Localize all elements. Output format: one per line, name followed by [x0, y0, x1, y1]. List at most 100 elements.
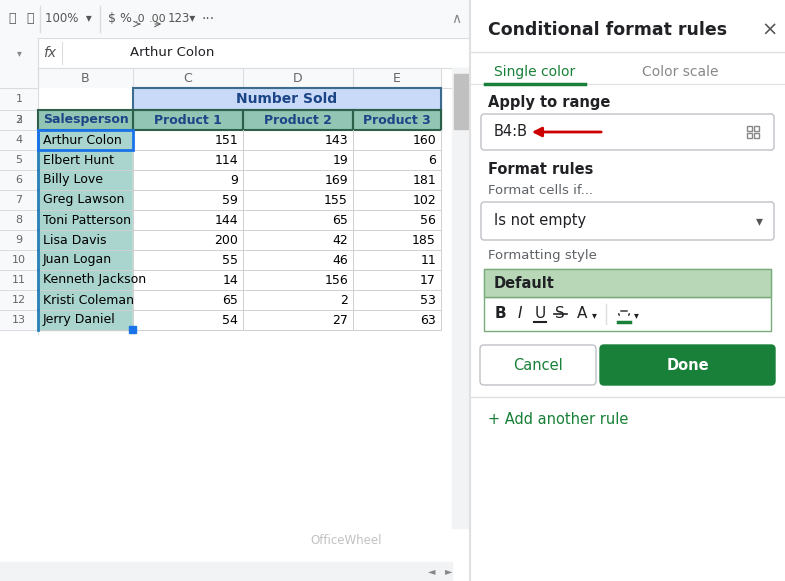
Text: ◄: ◄: [429, 566, 436, 576]
Text: Kenneth Jackson: Kenneth Jackson: [43, 274, 146, 286]
Bar: [38, 68, 441, 88]
Text: U: U: [535, 307, 546, 321]
Text: ∧: ∧: [451, 12, 461, 26]
Text: .0: .0: [135, 14, 145, 24]
Bar: [484, 297, 771, 331]
Text: 143: 143: [324, 134, 348, 146]
Bar: [353, 310, 441, 330]
Text: 151: 151: [214, 134, 238, 146]
Text: Arthur Colon: Arthur Colon: [43, 134, 122, 146]
Bar: [38, 270, 133, 290]
FancyBboxPatch shape: [600, 345, 775, 385]
Text: 59: 59: [222, 193, 238, 206]
Bar: [747, 133, 752, 138]
Text: 10: 10: [12, 255, 26, 265]
Bar: [38, 210, 133, 230]
Bar: [133, 88, 441, 110]
Text: 4: 4: [16, 135, 23, 145]
Text: Is not empty: Is not empty: [494, 213, 586, 228]
FancyBboxPatch shape: [481, 202, 774, 240]
Bar: [0, 38, 38, 68]
Text: Arthur Colon: Arthur Colon: [130, 46, 214, 59]
Bar: [0, 190, 38, 210]
Bar: [38, 130, 133, 150]
Bar: [0, 250, 38, 270]
Bar: [353, 110, 441, 130]
Text: 185: 185: [412, 234, 436, 246]
Bar: [0, 170, 38, 190]
Bar: [0, 110, 38, 130]
Text: 3: 3: [16, 115, 23, 125]
Bar: [0, 270, 38, 290]
Bar: [38, 170, 133, 190]
Bar: [353, 110, 441, 130]
Bar: [243, 110, 353, 130]
Bar: [38, 88, 133, 110]
Text: Billy Love: Billy Love: [43, 174, 103, 187]
Text: 123▾: 123▾: [168, 13, 196, 26]
Bar: [484, 269, 771, 297]
Bar: [243, 210, 353, 230]
Bar: [353, 270, 441, 290]
Bar: [353, 230, 441, 250]
Text: 160: 160: [412, 134, 436, 146]
Text: 55: 55: [222, 253, 238, 267]
Bar: [754, 133, 759, 138]
Text: E: E: [393, 71, 401, 84]
Text: Elbert Hunt: Elbert Hunt: [43, 153, 114, 167]
Text: 144: 144: [214, 213, 238, 227]
Text: 6: 6: [16, 175, 23, 185]
Text: Toni Patterson: Toni Patterson: [43, 213, 131, 227]
Bar: [0, 0, 470, 581]
Text: 100%  ▾: 100% ▾: [45, 13, 91, 26]
Text: B: B: [495, 307, 506, 321]
Text: 5: 5: [16, 155, 23, 165]
Text: 🖨: 🖨: [9, 13, 16, 26]
Text: ►: ►: [445, 566, 453, 576]
Text: 155: 155: [324, 193, 348, 206]
Bar: [0, 0, 470, 38]
Bar: [133, 230, 243, 250]
Bar: [353, 290, 441, 310]
Text: ×: ×: [761, 20, 778, 40]
Text: ▾: ▾: [592, 310, 597, 320]
Text: 8: 8: [16, 215, 23, 225]
Bar: [133, 110, 243, 130]
Bar: [243, 230, 353, 250]
Bar: [0, 230, 38, 250]
Bar: [0, 68, 38, 88]
Text: %: %: [119, 13, 131, 26]
Bar: [484, 269, 771, 297]
Text: Product 3: Product 3: [363, 113, 431, 127]
Bar: [133, 170, 243, 190]
Text: 56: 56: [420, 213, 436, 227]
Bar: [243, 270, 353, 290]
Bar: [133, 190, 243, 210]
Text: I: I: [518, 307, 522, 321]
Text: + Add another rule: + Add another rule: [488, 411, 628, 426]
Bar: [38, 150, 133, 170]
Text: ▾: ▾: [16, 48, 21, 58]
Text: 42: 42: [332, 234, 348, 246]
Bar: [133, 130, 243, 150]
Text: S: S: [555, 307, 565, 321]
Bar: [747, 126, 752, 131]
Bar: [754, 126, 759, 131]
Text: 13: 13: [12, 315, 26, 325]
Text: 102: 102: [412, 193, 436, 206]
Bar: [133, 290, 243, 310]
Bar: [0, 150, 38, 170]
Text: 156: 156: [324, 274, 348, 286]
Text: Cancel: Cancel: [513, 357, 563, 372]
Bar: [243, 130, 353, 150]
Text: B: B: [81, 71, 89, 84]
Text: Number Sold: Number Sold: [236, 92, 338, 106]
Bar: [38, 310, 133, 330]
Text: 200: 200: [214, 234, 238, 246]
Bar: [129, 326, 136, 333]
Text: 54: 54: [222, 314, 238, 327]
Text: Default: Default: [494, 275, 555, 290]
Bar: [0, 310, 38, 330]
Bar: [353, 130, 441, 150]
Bar: [0, 290, 38, 310]
